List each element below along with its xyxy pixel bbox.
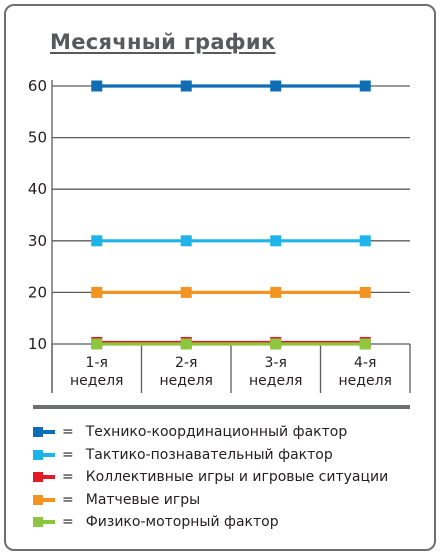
legend-label: Физико-моторный фактор [85,514,279,531]
legend-equals: = [62,446,74,463]
series-group [91,338,371,350]
data-point [359,338,371,350]
data-point [180,80,192,92]
grid-layer [51,80,411,393]
x-category-label: неделя [70,373,123,389]
y-tick-label: 50 [28,129,47,147]
data-point [180,235,192,247]
data-point [91,286,103,298]
data-point [91,80,103,92]
legend-label: Технико-координационный фактор [85,424,348,441]
legend-label: Тактико-познавательный фактор [85,446,333,463]
x-category-label: неделя [160,373,213,389]
series-group [91,235,371,247]
data-point [270,235,282,247]
x-category-label: неделя [249,373,302,389]
x-category-label: 3-я [265,355,287,371]
x-category-label: неделя [339,373,392,389]
legend-swatch [33,471,57,483]
x-category-label: 1-я [86,355,108,371]
legend-swatch [33,426,57,438]
legend-item: = Коллективные игры и игровые ситуации [33,466,428,489]
data-point [359,235,371,247]
y-tick-label: 10 [28,335,47,353]
legend-equals: = [62,469,74,486]
legend-swatch [33,516,57,528]
legend-item: = Тактико-познавательный фактор [33,444,428,467]
series-group [91,286,371,298]
legend-separator [33,405,410,409]
legend-label: Матчевые игры [85,491,201,508]
x-axis-categories: 1-я неделя 2-я неделя 3-я неделя 4-я неделя [70,355,392,389]
data-point [359,286,371,298]
data-point [270,80,282,92]
x-category-label: 2-я [175,355,197,371]
chart-frame [4,4,436,551]
legend-swatch [33,494,57,506]
y-tick-label: 60 [28,77,47,95]
data-point [270,286,282,298]
data-point [359,80,371,92]
data-point [180,338,192,350]
data-point [180,286,192,298]
y-tick-label: 40 [28,180,47,198]
x-category-label: 4-я [354,355,376,371]
chart-legend: = Технико-координационный фактор = Тактико-… [33,421,428,534]
legend-label: Коллективные игры и игровые ситуации [85,469,389,486]
legend-item: = Матчевые игры [33,489,428,512]
legend-equals: = [62,491,74,508]
legend-equals: = [62,514,74,531]
legend-item: = Физико-моторный фактор [33,511,428,534]
y-tick-label: 20 [28,283,47,301]
series-layer [91,80,371,350]
legend-equals: = [62,424,74,441]
legend-swatch [33,449,57,461]
chart-title: Месячный график [50,30,276,54]
y-axis-ticks: 10 20 30 40 50 60 [28,77,47,353]
legend-item: = Технико-координационный фактор [33,421,428,444]
data-point [270,338,282,350]
series-group [91,80,371,92]
y-tick-label: 30 [28,232,47,250]
data-point [91,338,103,350]
data-point [91,235,103,247]
